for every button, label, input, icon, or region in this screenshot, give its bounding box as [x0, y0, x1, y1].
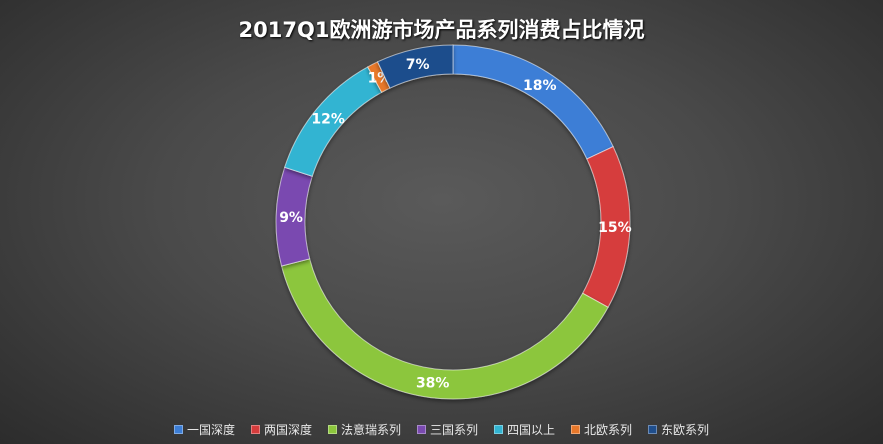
legend-item-sanguo: 三国系列: [416, 421, 478, 438]
data-label-liangguo: 15%: [598, 220, 632, 236]
legend-marker: [416, 425, 426, 434]
legend-label: 北欧系列: [584, 423, 633, 437]
legend-item-beiou: 北欧系列: [571, 421, 632, 438]
data-label-yiguo: 18%: [523, 78, 557, 94]
legend-label: 法意瑞系列: [340, 423, 401, 437]
legend-item-liangguo: 两国深度: [250, 421, 312, 438]
legend-marker: [648, 425, 658, 434]
data-label-fayirui: 38%: [416, 376, 450, 392]
data-label-dongou: 7%: [406, 57, 430, 73]
legend-label: 两国深度: [263, 423, 312, 437]
legend-item-yiguo: 一国深度: [173, 421, 235, 438]
legend-marker: [494, 425, 503, 434]
legend-label: 四国以上: [507, 423, 556, 437]
legend-label: 三国系列: [429, 423, 478, 437]
chart-legend: 一国深度 两国深度 法意瑞系列 三国系列 四国以上 北欧系列 东欧系列: [0, 421, 883, 438]
slice-dongou: [376, 44, 454, 89]
data-label-siguo: 12%: [311, 112, 345, 128]
legend-item-fayirui: 法意瑞系列: [327, 421, 401, 438]
chart-title: 2017Q1欧洲游市场产品系列消费占比情况: [238, 18, 645, 42]
slice-yiguo: [452, 44, 614, 160]
legend-marker: [327, 425, 337, 434]
legend-marker: [173, 425, 183, 434]
legend-label: 东欧系列: [661, 423, 710, 437]
data-label-sanguo: 9%: [279, 210, 303, 226]
legend-marker: [571, 425, 581, 434]
legend-label: 一国深度: [186, 423, 235, 437]
legend-marker: [250, 425, 260, 434]
legend-item-dongou: 东欧系列: [648, 421, 709, 438]
legend-item-siguo: 四国以上: [494, 421, 555, 438]
